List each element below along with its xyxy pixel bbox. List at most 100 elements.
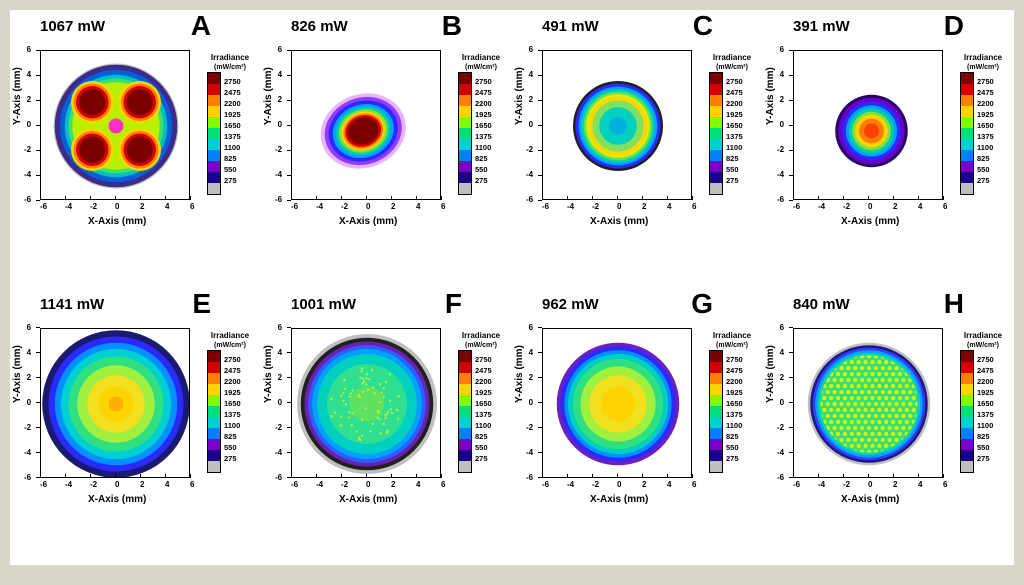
x-ticks: -6-4-20246	[793, 202, 943, 211]
tick	[140, 196, 141, 200]
tick	[818, 196, 819, 200]
tick	[843, 196, 844, 200]
tick	[692, 196, 693, 200]
colorbar-title: Irradiance	[958, 332, 1008, 340]
x-ticks: -6-4-20246	[40, 202, 190, 211]
x-axis-label: X-Axis (mm)	[590, 494, 648, 505]
y-ticks: -6-4-20246	[526, 328, 533, 478]
tick	[893, 474, 894, 478]
colorbar: Irradiance(mW/cm²)2750247522001925165013…	[958, 332, 1008, 473]
tick	[789, 125, 793, 126]
heatmap	[794, 329, 943, 478]
colorbar-swatches	[709, 350, 723, 473]
tick	[36, 50, 40, 51]
panel-letter: G	[691, 288, 713, 320]
tick	[165, 196, 166, 200]
panel-c: 491 mWC-6-4-20246-6-4-20246Y-Axis (mm)X-…	[512, 10, 763, 288]
panel-title: 391 mW	[793, 18, 850, 35]
tick	[287, 200, 291, 201]
colorbar: Irradiance(mW/cm²)2750247522001925165013…	[456, 54, 506, 195]
colorbar-unit: (mW/cm²)	[205, 64, 255, 71]
y-ticks: -6-4-20246	[777, 328, 784, 478]
panel-d: 391 mWD-6-4-20246-6-4-20246Y-Axis (mm)X-…	[763, 10, 1014, 288]
tick	[391, 474, 392, 478]
tick	[789, 200, 793, 201]
tick	[316, 474, 317, 478]
tick	[692, 474, 693, 478]
tick	[287, 125, 291, 126]
tick	[642, 474, 643, 478]
colorbar-unit: (mW/cm²)	[456, 64, 506, 71]
tick	[441, 196, 442, 200]
colorbar-labels: 2750247522001925165013751100825550275	[224, 76, 241, 186]
tick	[943, 474, 944, 478]
tick	[441, 474, 442, 478]
tick	[36, 377, 40, 378]
colorbar-unit: (mW/cm²)	[958, 64, 1008, 71]
tick	[36, 477, 40, 478]
panel-title: 1067 mW	[40, 18, 105, 35]
y-axis-label: Y-Axis (mm)	[263, 67, 274, 125]
colorbar-unit: (mW/cm²)	[707, 64, 757, 71]
figure-sheet: 1067 mWA-6-4-20246-6-4-20246Y-Axis (mm)X…	[10, 10, 1014, 565]
tick	[36, 200, 40, 201]
tick	[918, 196, 919, 200]
x-axis-label: X-Axis (mm)	[88, 494, 146, 505]
colorbar-swatches	[709, 72, 723, 195]
panel-a: 1067 mWA-6-4-20246-6-4-20246Y-Axis (mm)X…	[10, 10, 261, 288]
tick	[341, 474, 342, 478]
tick	[789, 50, 793, 51]
colorbar-labels: 2750247522001925165013751100825550275	[977, 76, 994, 186]
tick	[789, 150, 793, 151]
tick	[538, 477, 542, 478]
x-axis-label: X-Axis (mm)	[590, 216, 648, 227]
tick	[567, 474, 568, 478]
tick	[592, 196, 593, 200]
tick	[36, 452, 40, 453]
tick	[287, 50, 291, 51]
tick	[538, 377, 542, 378]
tick	[36, 100, 40, 101]
x-axis-label: X-Axis (mm)	[339, 494, 397, 505]
plot-area	[40, 50, 190, 200]
plot-area	[793, 328, 943, 478]
tick	[789, 402, 793, 403]
panel-f: 1001 mWF-6-4-20246-6-4-20246Y-Axis (mm)X…	[261, 288, 512, 566]
colorbar-unit: (mW/cm²)	[707, 342, 757, 349]
tick	[538, 327, 542, 328]
y-ticks: -6-4-20246	[777, 50, 784, 200]
x-ticks: -6-4-20246	[542, 480, 692, 489]
tick	[316, 196, 317, 200]
colorbar-unit: (mW/cm²)	[205, 342, 255, 349]
tick	[36, 402, 40, 403]
y-ticks: -6-4-20246	[24, 328, 31, 478]
plot-area	[542, 50, 692, 200]
panel-b: 826 mWB-6-4-20246-6-4-20246Y-Axis (mm)X-…	[261, 10, 512, 288]
tick	[538, 75, 542, 76]
tick	[538, 125, 542, 126]
tick	[538, 452, 542, 453]
colorbar-labels: 2750247522001925165013751100825550275	[224, 354, 241, 464]
heatmap	[41, 329, 190, 478]
tick	[36, 125, 40, 126]
colorbar: Irradiance(mW/cm²)2750247522001925165013…	[456, 332, 506, 473]
tick	[36, 150, 40, 151]
colorbar-labels: 2750247522001925165013751100825550275	[726, 76, 743, 186]
panel-letter: C	[693, 10, 713, 42]
tick	[90, 196, 91, 200]
colorbar-title: Irradiance	[205, 54, 255, 62]
x-ticks: -6-4-20246	[40, 480, 190, 489]
tick	[789, 175, 793, 176]
x-axis-label: X-Axis (mm)	[841, 494, 899, 505]
colorbar: Irradiance(mW/cm²)2750247522001925165013…	[205, 332, 255, 473]
tick	[287, 452, 291, 453]
tick	[868, 474, 869, 478]
tick	[90, 474, 91, 478]
panel-title: 1001 mW	[291, 296, 356, 313]
colorbar-title: Irradiance	[707, 332, 757, 340]
y-ticks: -6-4-20246	[526, 50, 533, 200]
tick	[190, 196, 191, 200]
x-ticks: -6-4-20246	[542, 202, 692, 211]
panel-e: 1141 mWE-6-4-20246-6-4-20246Y-Axis (mm)X…	[10, 288, 261, 566]
plot-area	[542, 328, 692, 478]
